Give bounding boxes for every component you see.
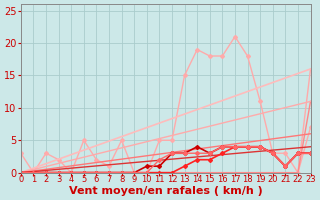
X-axis label: Vent moyen/en rafales ( km/h ): Vent moyen/en rafales ( km/h ) <box>69 186 262 196</box>
